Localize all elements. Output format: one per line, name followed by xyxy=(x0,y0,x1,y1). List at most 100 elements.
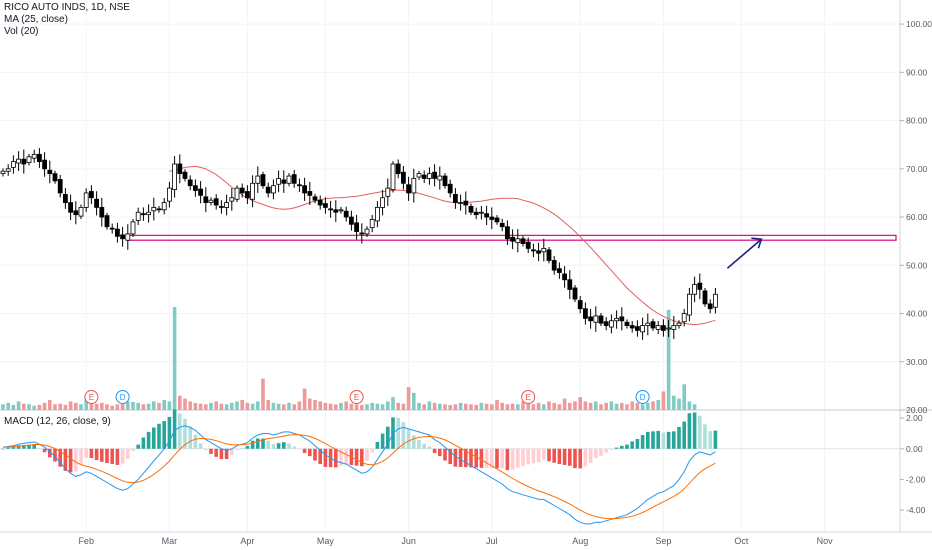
macd-hist-bar xyxy=(500,448,504,469)
arrow-head[interactable] xyxy=(751,237,763,249)
candle-body xyxy=(333,209,339,213)
symbol-title[interactable]: RICO AUTO INDS, 1D, NSE xyxy=(4,2,130,13)
macd-hist-bar xyxy=(625,444,629,449)
macd-hist-bar xyxy=(375,441,380,449)
candle-body xyxy=(10,161,16,168)
macd-hist-bar xyxy=(672,431,676,449)
macd-legend[interactable]: MACD (12, 26, close, 9) xyxy=(4,416,111,427)
candle-body xyxy=(21,158,27,165)
dividend-badge-label[interactable]: D xyxy=(640,393,646,402)
candle-body xyxy=(135,211,141,221)
macd-hist-bar xyxy=(115,448,120,465)
macd-hist-bar xyxy=(495,448,499,469)
candle-body xyxy=(317,199,323,206)
macd-hist-bar xyxy=(256,438,260,449)
candlesticks xyxy=(0,148,718,340)
candle-body xyxy=(416,173,422,178)
macd-hist-bar xyxy=(651,431,655,449)
volume-bar xyxy=(666,309,671,410)
macd-hist-bar xyxy=(339,448,343,466)
macd-hist-bar xyxy=(230,448,234,456)
arrow-shaft[interactable] xyxy=(726,238,762,269)
candle-body xyxy=(421,174,427,179)
macd-hist-bar xyxy=(568,448,572,466)
macd-lines xyxy=(2,425,716,525)
candle-body xyxy=(255,175,261,184)
earnings-badge[interactable] xyxy=(349,390,364,404)
volume-bar xyxy=(479,402,484,410)
volume-bar xyxy=(469,404,473,410)
earnings-badge[interactable] xyxy=(521,390,536,404)
volume-bar xyxy=(370,402,374,410)
volume-bar xyxy=(396,402,400,410)
dividend-badge[interactable] xyxy=(115,390,130,404)
earnings-badge-label[interactable]: E xyxy=(526,393,531,402)
candle-body xyxy=(354,222,360,232)
candle-body xyxy=(395,163,401,175)
ma-legend[interactable]: MA (25, close) xyxy=(4,14,68,25)
macd-hist-bar xyxy=(354,448,359,466)
dividend-badge-label[interactable]: D xyxy=(120,393,126,402)
macd-hist-bar xyxy=(42,448,47,453)
candle-body xyxy=(63,193,68,203)
volume-bar xyxy=(16,401,21,410)
dividend-badge[interactable] xyxy=(635,390,650,404)
macd-tick-label: 2.00 xyxy=(906,413,923,423)
macd-hist-bar xyxy=(178,413,182,449)
candle-body xyxy=(239,187,245,194)
candle-body xyxy=(588,316,593,322)
volume-bar xyxy=(105,404,109,410)
candle-body xyxy=(577,300,583,310)
target-arrow[interactable] xyxy=(726,237,763,269)
earnings-badge-label[interactable]: E xyxy=(89,393,94,402)
candle-body xyxy=(26,156,32,163)
volume-bar xyxy=(204,404,208,410)
volume-bar xyxy=(406,387,411,410)
volume-bar xyxy=(42,402,47,410)
candle-body xyxy=(125,233,131,241)
candle-body xyxy=(551,260,557,271)
time-tick-label: Nov xyxy=(817,536,834,546)
macd-hist-bar xyxy=(552,448,556,463)
volume-bar xyxy=(453,404,458,410)
candle-body xyxy=(276,178,282,185)
volume-bar xyxy=(261,378,265,410)
volume-bar xyxy=(172,307,177,410)
macd-hist-bar xyxy=(640,435,645,449)
price-tick-label: 90.00 xyxy=(906,67,928,77)
candle-body xyxy=(166,187,172,202)
macd-hist-bar xyxy=(614,447,619,449)
macd-hist-bar xyxy=(16,445,21,449)
macd-hist-bar xyxy=(136,444,140,449)
volume-bar xyxy=(266,399,270,410)
macd-hist-bar xyxy=(547,448,551,462)
macd-hist-bar xyxy=(183,418,187,449)
volume-bar xyxy=(609,401,614,410)
candle-body xyxy=(562,273,567,281)
candle-body xyxy=(707,303,713,310)
candle-body xyxy=(296,184,302,187)
candle-body xyxy=(156,208,162,211)
volume-bar xyxy=(235,401,239,410)
macd-hist-bar xyxy=(687,413,692,449)
volume-bar xyxy=(484,403,489,410)
earnings-badge-label[interactable]: E xyxy=(354,393,359,402)
candle-body xyxy=(432,171,438,179)
macd-hist-bar xyxy=(677,426,681,449)
earnings-badge[interactable] xyxy=(84,390,99,404)
volume-bar xyxy=(245,402,250,410)
macd-hist-bar xyxy=(188,426,192,449)
macd-hist-bar xyxy=(692,412,697,449)
volume-bar xyxy=(536,402,541,410)
time-tick-label: Jul xyxy=(486,536,498,546)
volume-bar xyxy=(94,403,99,410)
candle-body xyxy=(406,184,412,194)
macd-hist-bar xyxy=(609,448,614,450)
macd-hist-bar xyxy=(635,438,640,449)
volume-legend[interactable]: Vol (20) xyxy=(4,26,39,37)
macd-hist-bar xyxy=(573,448,577,469)
macd-hist-bar xyxy=(209,448,213,454)
macd-hist-bar xyxy=(453,448,458,467)
